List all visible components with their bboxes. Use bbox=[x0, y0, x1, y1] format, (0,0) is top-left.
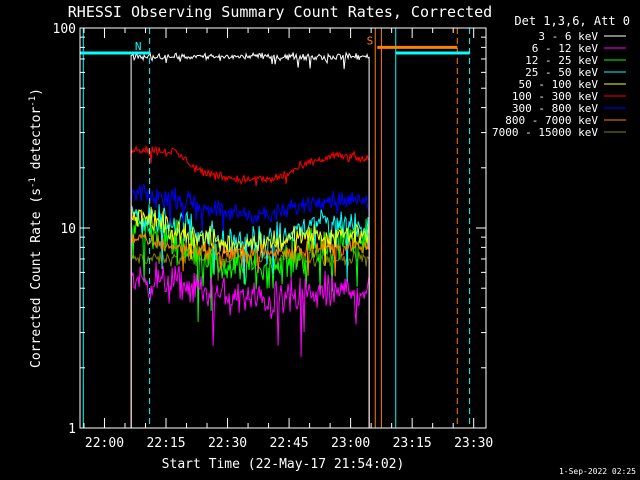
chart-title: RHESSI Observing Summary Count Rates, Co… bbox=[68, 3, 492, 21]
series-line-6 bbox=[130, 183, 370, 428]
y-axis-label-end: ) bbox=[29, 88, 44, 96]
x-tick-label: 23:00 bbox=[331, 436, 370, 451]
series-line-5 bbox=[130, 145, 370, 428]
x-axis: 22:00 22:15 22:30 22:45 23:00 23:15 23:30 bbox=[83, 28, 493, 451]
y-axis: 1 10 100 bbox=[53, 22, 486, 437]
legend-label: 7000 - 15000 keV bbox=[492, 126, 598, 139]
legend-label: 3 - 6 keV bbox=[538, 30, 598, 43]
series-line-7 bbox=[130, 233, 370, 428]
series-line-4 bbox=[130, 204, 370, 428]
legend-label: 300 - 800 keV bbox=[512, 102, 598, 115]
x-tick-label: 23:15 bbox=[393, 436, 432, 451]
timestamp: 1-Sep-2022 02:25 bbox=[559, 467, 636, 476]
y-axis-label-sup1: -1 bbox=[28, 177, 38, 188]
x-tick-label: 22:00 bbox=[85, 436, 124, 451]
x-tick-label: 22:15 bbox=[146, 436, 185, 451]
y-tick-label: 1 bbox=[68, 422, 76, 437]
legend-label: 6 - 12 keV bbox=[532, 42, 599, 55]
series-line-1 bbox=[130, 261, 370, 428]
y-axis-label: Corrected Count Rate (s-1 detector-1) bbox=[28, 88, 44, 368]
y-tick-label: 100 bbox=[53, 22, 76, 37]
legend-label: 100 - 300 keV bbox=[512, 90, 598, 103]
y-axis-label-sup2: -1 bbox=[28, 96, 38, 107]
legend-label: 12 - 25 keV bbox=[525, 54, 598, 67]
x-tick-label: 22:30 bbox=[208, 436, 247, 451]
y-axis-label-main: Corrected Count Rate (s bbox=[29, 188, 44, 368]
x-tick-label: 23:30 bbox=[454, 436, 493, 451]
marker-label-1: N bbox=[135, 40, 142, 53]
x-axis-label: Start Time (22-May-17 21:54:02) bbox=[162, 457, 405, 472]
legend-label: 25 - 50 keV bbox=[525, 66, 598, 79]
legend-label: 50 - 100 keV bbox=[519, 78, 599, 91]
y-axis-label-mid: detector bbox=[29, 107, 44, 178]
x-tick-label: 22:45 bbox=[270, 436, 309, 451]
marker-label-2: S bbox=[367, 34, 374, 47]
y-tick-label: 10 bbox=[60, 222, 76, 237]
legend-label: 800 - 7000 keV bbox=[505, 114, 598, 127]
legend-title: Det 1,3,6, Att 0 bbox=[514, 14, 630, 28]
series-line-0 bbox=[130, 51, 370, 428]
